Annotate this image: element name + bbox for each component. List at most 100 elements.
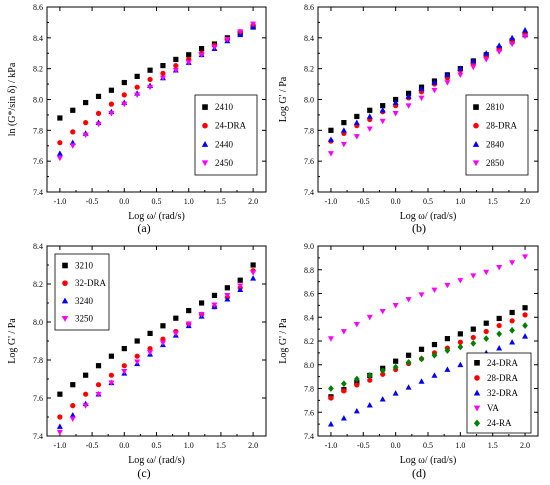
legend-marker (472, 140, 480, 147)
data-point (353, 375, 360, 383)
legend-entry: 2440 (215, 139, 234, 149)
data-point (470, 326, 476, 332)
data-point (340, 141, 347, 148)
data-point (444, 366, 451, 372)
data-point (431, 372, 438, 378)
data-point (185, 60, 192, 66)
data-point (198, 300, 205, 306)
y-tick-label: 8.2 (304, 337, 314, 346)
data-point (121, 363, 127, 369)
data-point (380, 103, 386, 109)
y-tick-label: 8.2 (304, 65, 314, 74)
y-tick-label: 8.4 (304, 313, 314, 322)
data-point (354, 382, 360, 388)
data-point (353, 407, 360, 414)
legend-marker (473, 122, 479, 129)
panel-label: (c) (137, 466, 150, 480)
x-tick-label: -1.0 (325, 197, 338, 206)
data-point (159, 340, 166, 347)
data-point (418, 85, 425, 92)
legend: 3210 32-DRA 3240 3250 (54, 253, 110, 331)
data-point (380, 371, 386, 377)
data-point (509, 339, 516, 345)
data-point (444, 80, 451, 86)
series-1 (57, 262, 256, 397)
data-point (483, 335, 490, 343)
panel-label: (b) (412, 221, 426, 235)
data-point (405, 384, 412, 390)
data-point (340, 415, 347, 421)
x-tick-label: 1.0 (184, 441, 194, 450)
data-point (367, 377, 373, 383)
data-point (95, 93, 102, 100)
data-point (431, 351, 438, 359)
data-point (496, 315, 502, 322)
data-point (70, 129, 76, 135)
data-point (186, 52, 192, 58)
data-point (470, 64, 477, 71)
y-tick-label: 8.6 (304, 290, 314, 299)
data-point (198, 46, 205, 52)
data-point (95, 382, 102, 388)
panel-label: (a) (137, 221, 150, 235)
x-tick-label: -1.0 (325, 441, 338, 450)
legend-entry: 2410 (215, 102, 234, 112)
data-point (496, 49, 503, 55)
y-tick-label: 7.8 (33, 126, 43, 135)
x-tick-label: -1.0 (54, 441, 67, 450)
data-point (160, 70, 166, 76)
data-point (224, 285, 230, 291)
data-point (95, 363, 102, 369)
data-point (237, 277, 243, 283)
data-point (82, 132, 89, 139)
data-point (108, 87, 115, 93)
x-tick-label: 0.5 (152, 197, 162, 206)
data-point (496, 322, 502, 329)
y-axis-title: Log G' / Pa (278, 318, 289, 364)
x-tick-label: -0.5 (86, 197, 99, 206)
data-point (250, 262, 256, 268)
x-tick-label: -0.5 (357, 441, 370, 450)
legend: 2410 24-DRA 2440 2450 (194, 94, 258, 176)
data-point (70, 107, 76, 113)
legend-marker (473, 104, 479, 110)
data-point (108, 111, 115, 117)
data-point (186, 308, 192, 314)
data-point (522, 333, 529, 339)
y-tick-label: 7.6 (33, 394, 43, 403)
data-point (134, 92, 141, 98)
legend-marker (62, 280, 68, 286)
data-point (69, 143, 76, 149)
y-tick-label: 8.4 (304, 34, 314, 43)
y-tick-label: 7.6 (33, 157, 43, 166)
y-tick-label: 7.8 (304, 385, 314, 394)
data-point (366, 126, 373, 132)
data-point (198, 52, 205, 58)
data-point (496, 42, 503, 48)
legend: 2810 28-DRA 2840 2850 (465, 94, 529, 176)
data-point (56, 150, 63, 156)
data-point (340, 127, 347, 133)
legend-marker (202, 122, 208, 129)
data-point (224, 293, 231, 299)
x-tick-label: 2.0 (248, 441, 258, 450)
data-point (147, 67, 153, 73)
legend-entry: 3250 (75, 314, 94, 324)
data-point (341, 388, 347, 394)
legend-marker (474, 360, 480, 366)
data-point (83, 99, 89, 106)
x-tick-label: 0.0 (391, 197, 401, 206)
data-point (56, 155, 63, 162)
data-point (509, 260, 516, 266)
y-tick-label: 7.6 (304, 157, 314, 166)
data-point (392, 111, 399, 117)
data-point (108, 380, 115, 386)
data-point (457, 331, 463, 337)
data-point (147, 350, 154, 356)
legend-entry: VA (487, 403, 499, 413)
data-point (470, 334, 476, 341)
data-point (134, 73, 140, 79)
x-tick-label: 1.0 (455, 197, 465, 206)
x-axis-title: Log ω/ (rad/s) (400, 455, 457, 466)
legend-entry: 32-DRA (487, 388, 518, 398)
